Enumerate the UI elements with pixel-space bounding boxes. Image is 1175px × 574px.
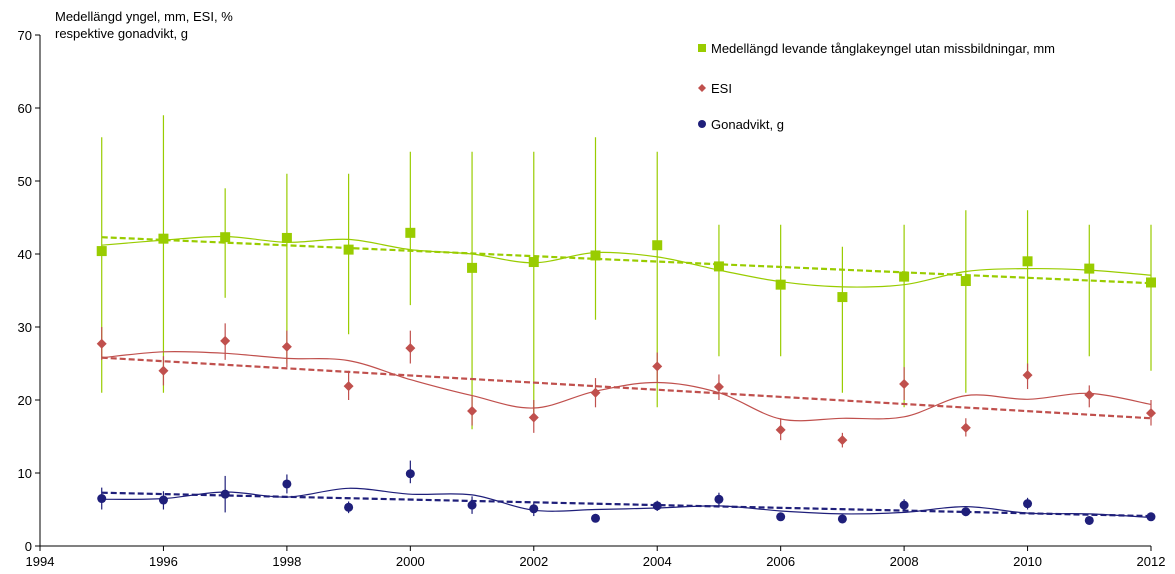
data-point-length [96, 246, 107, 257]
trend-line-length [101, 236, 1152, 285]
y-tick-label: 50 [18, 174, 32, 189]
data-point-esi [405, 343, 416, 354]
x-tick-label: 2010 [1013, 554, 1042, 569]
data-point-esi [1084, 389, 1095, 400]
x-tick-label: 1996 [149, 554, 178, 569]
data-point-length [590, 250, 601, 261]
data-point-esi [343, 381, 354, 392]
chart-title: Medellängd yngel, mm, ESI, % respektive … [55, 9, 233, 41]
y-tick-label: 10 [18, 466, 32, 481]
data-point-esi [1022, 370, 1033, 381]
data-point-esi [1146, 408, 1156, 419]
y-tick-label: 60 [18, 101, 32, 116]
trend-line-esi [101, 356, 1152, 420]
data-point-gonad [282, 479, 292, 489]
chart-title-line-2: respektive gonadvikt, g [55, 26, 188, 41]
data-point-length [281, 232, 292, 243]
data-point-length [158, 233, 169, 244]
x-tick-label: 2006 [766, 554, 795, 569]
data-point-gonad [97, 494, 107, 504]
data-point-length [467, 262, 478, 273]
x-tick-label: 2012 [1137, 554, 1166, 569]
data-point-length [960, 276, 971, 287]
data-point-gonad [714, 494, 724, 504]
data-point-gonad [1023, 499, 1033, 509]
y-tick-label: 20 [18, 393, 32, 408]
axes: 0 10 20 30 40 50 60 70 1994 1996 1998 2000 2002 2004 2… [18, 28, 1166, 569]
data-point-gonad [652, 501, 662, 511]
data-point-esi [960, 422, 971, 433]
data-point-gonad [837, 514, 847, 524]
chart-title-line-1: Medellängd yngel, mm, ESI, % [55, 9, 233, 24]
data-point-esi [467, 405, 478, 416]
legend-marker-gonad [698, 120, 706, 128]
x-tick-label: 2000 [396, 554, 425, 569]
data-point-esi [220, 335, 231, 346]
legend-item-length: Medellängd levande tånglakeyngel utan mi… [698, 41, 1055, 56]
data-point-length [652, 240, 663, 251]
data-point-gonad [1084, 515, 1094, 525]
data-point-gonad [467, 500, 477, 510]
legend-marker-length [698, 44, 706, 52]
smooth-line-esi [101, 350, 1152, 422]
smooth-line-length [101, 235, 1152, 288]
data-point-gonad [405, 469, 415, 479]
data-point-gonad [776, 512, 786, 522]
data-point-gonad [529, 504, 539, 514]
trend-line-gonad [101, 491, 1152, 518]
x-tick-label: 2002 [519, 554, 548, 569]
data-point-length [405, 227, 416, 238]
legend: Medellängd levande tånglakeyngel utan mi… [698, 41, 1055, 132]
data-point-gonad [1146, 512, 1156, 522]
data-point-length [528, 257, 539, 268]
data-point-esi [528, 412, 539, 423]
data-point-length [837, 292, 848, 303]
series-length [96, 115, 1156, 430]
data-point-esi [158, 365, 169, 376]
data-point-length [713, 261, 724, 272]
data-point-length [1022, 256, 1033, 267]
data-point-gonad [220, 489, 230, 499]
data-point-length [1146, 277, 1156, 288]
data-point-esi [590, 387, 601, 398]
data-point-esi [713, 381, 724, 392]
data-point-length [343, 244, 354, 255]
data-point-esi [837, 435, 848, 446]
legend-item-esi: ESI [698, 81, 732, 96]
legend-label-gonad: Gonadvikt, g [711, 117, 784, 132]
data-point-gonad [344, 502, 354, 512]
data-point-gonad [899, 500, 909, 510]
data-point-gonad [158, 495, 168, 505]
legend-item-gonad: Gonadvikt, g [698, 117, 784, 132]
legend-marker-esi [698, 84, 706, 92]
x-tick-label: 1998 [272, 554, 301, 569]
data-point-length [899, 271, 910, 282]
legend-label-length: Medellängd levande tånglakeyngel utan mi… [711, 41, 1055, 56]
y-tick-label: 70 [18, 28, 32, 43]
data-point-esi [96, 338, 107, 349]
data-point-length [1084, 263, 1095, 274]
legend-label-esi: ESI [711, 81, 732, 96]
data-point-esi [775, 424, 786, 435]
y-tick-label: 0 [25, 539, 32, 554]
data-point-length [220, 232, 231, 243]
y-tick-label: 40 [18, 247, 32, 262]
series-layer [96, 115, 1156, 525]
data-point-esi [899, 378, 910, 389]
data-point-esi [652, 361, 663, 372]
x-tick-label: 2004 [643, 554, 672, 569]
data-point-esi [281, 341, 292, 352]
data-point-gonad [591, 513, 600, 523]
x-tick-label: 1994 [26, 554, 55, 569]
data-point-length [775, 279, 786, 290]
data-point-gonad [961, 507, 971, 517]
series-esi [96, 323, 1156, 448]
x-tick-label: 2008 [890, 554, 919, 569]
y-tick-label: 30 [18, 320, 32, 335]
series-gonad [97, 460, 1156, 525]
